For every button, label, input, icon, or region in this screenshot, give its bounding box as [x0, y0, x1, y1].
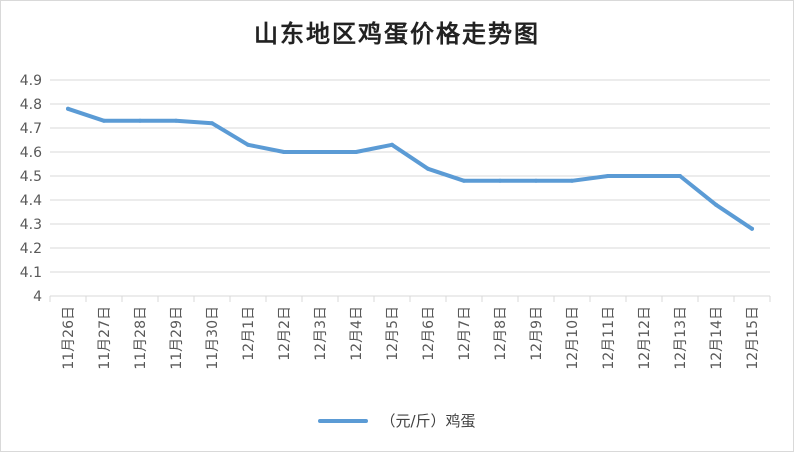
- y-tick-label: 4.6: [20, 145, 42, 161]
- data-point: [318, 150, 322, 154]
- y-tick-label: 4.3: [20, 217, 42, 233]
- data-point: [570, 178, 574, 183]
- x-tick-label: 12月14日: [709, 306, 725, 370]
- x-tick-label: 12月9日: [529, 306, 545, 361]
- x-tick-label: 12月2日: [277, 306, 293, 361]
- data-point: [174, 118, 178, 123]
- x-tick-label: 12月8日: [493, 306, 509, 361]
- data-point: [246, 142, 250, 147]
- y-tick-label: 4.1: [20, 265, 42, 281]
- y-tick-label: 4.9: [20, 73, 42, 89]
- x-tick-label: 12月13日: [673, 306, 689, 370]
- data-point: [642, 174, 646, 178]
- x-tick-label: 12月1日: [241, 306, 257, 361]
- data-point: [66, 106, 70, 111]
- x-tick-label: 12月7日: [457, 306, 473, 361]
- x-tick-label: 12月15日: [745, 306, 761, 370]
- x-tick-label: 12月10日: [565, 306, 581, 370]
- x-tick-label: 12月4日: [349, 306, 365, 361]
- x-tick-label: 12月6日: [421, 306, 437, 361]
- x-tick-label: 11月30日: [205, 306, 221, 370]
- y-tick-label: 4.8: [20, 97, 42, 113]
- y-tick-label: 4: [33, 289, 42, 305]
- data-point: [678, 174, 682, 178]
- x-tick-label: 11月29日: [169, 306, 185, 370]
- data-point: [210, 121, 214, 126]
- y-tick-label: 4.5: [20, 169, 42, 185]
- data-point: [138, 118, 142, 123]
- data-point: [498, 178, 502, 183]
- legend-swatch: [318, 418, 369, 423]
- chart-title: 山东地区鸡蛋价格走势图: [254, 19, 540, 48]
- data-point: [606, 174, 610, 178]
- x-tick-label: 12月12日: [637, 306, 653, 370]
- x-tick-label: 12月11日: [601, 306, 617, 370]
- data-point: [714, 202, 718, 207]
- data-point: [390, 142, 394, 147]
- y-tick-label: 4.7: [20, 121, 42, 137]
- chart-legend: （元/斤）鸡蛋: [0, 410, 794, 431]
- data-point: [750, 226, 754, 231]
- y-tick-label: 4.2: [20, 241, 42, 257]
- x-tick-label: 11月27日: [97, 306, 113, 370]
- data-point: [354, 150, 358, 154]
- data-point: [102, 118, 106, 123]
- series-line: [66, 106, 754, 231]
- data-point: [534, 178, 538, 183]
- y-tick-label: 4.4: [20, 193, 42, 209]
- legend-label: （元/斤）鸡蛋: [380, 412, 476, 430]
- x-tick-label: 12月3日: [313, 306, 329, 361]
- x-tick-label: 11月26日: [61, 306, 77, 370]
- x-tick-label: 11月28日: [133, 306, 149, 370]
- data-point: [282, 150, 286, 154]
- x-tick-label: 12月5日: [385, 306, 401, 361]
- data-point: [462, 178, 466, 183]
- data-point: [426, 166, 430, 171]
